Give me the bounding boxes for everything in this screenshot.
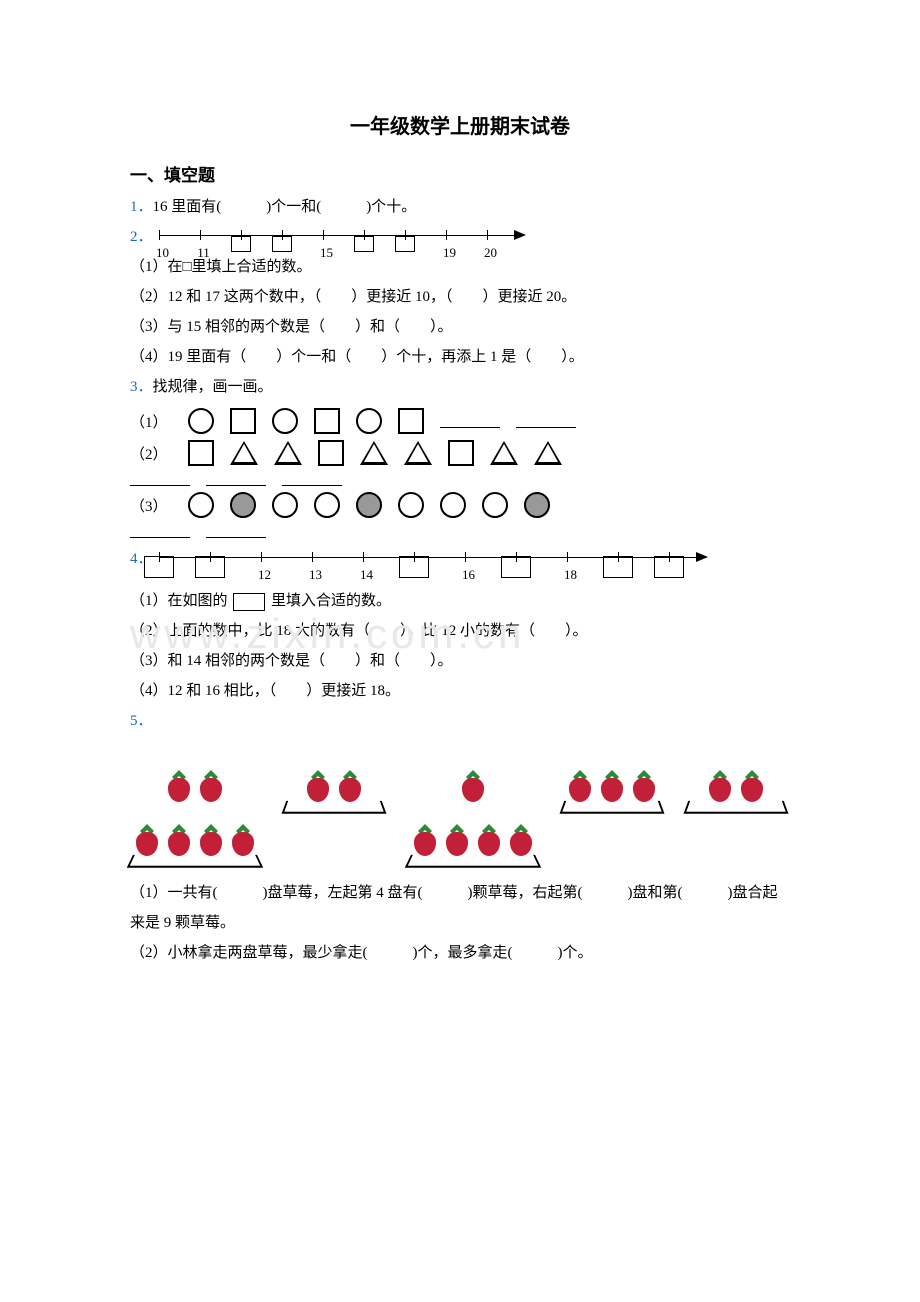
blank-slot[interactable]: [206, 524, 266, 538]
strawberry-icon: [443, 824, 471, 858]
q3-row-2: （2）: [130, 440, 790, 466]
q4-p3: （3）和 14 相邻的两个数是（ ）和（ ）。: [130, 646, 790, 676]
strawberry-icon: [165, 824, 193, 858]
q2-p2: （2）12 和 17 这两个数中，（ ）更接近 10，（ ）更接近 20。: [130, 282, 790, 312]
triangle-icon: [360, 441, 388, 465]
q4-p2: （2）上面的数中，比 18 大的数有（ ），比 12 小的数有（ ）。: [130, 616, 790, 646]
blank-slot[interactable]: [440, 414, 500, 428]
question-3: 3．找规律，画一画。: [130, 372, 790, 402]
triangle-icon: [534, 441, 562, 465]
q5-number: 5．: [130, 713, 153, 729]
inline-box[interactable]: [233, 593, 265, 611]
question-1: 1．16 里面有( )个一和( )个十。: [130, 192, 790, 222]
blank-slot[interactable]: [282, 472, 342, 486]
section-1-header: 一、填空题: [130, 161, 790, 186]
page-title: 一年级数学上册期末试卷: [130, 110, 790, 139]
q2-p3: （3）与 15 相邻的两个数是（ ）和（ ）。: [130, 312, 790, 342]
question-4: 4． 1213141618: [130, 544, 790, 574]
circle-icon: [440, 492, 466, 518]
square-icon: [448, 440, 474, 466]
circle-icon: [188, 492, 214, 518]
q5-p2: （2）小林拿走两盘草莓，最少拿走( )个，最多拿走( )个。: [130, 938, 790, 968]
q3-text: 找规律，画一画。: [153, 379, 273, 395]
q4-numberline: 1213141618: [159, 552, 708, 562]
strawberry-icon: [738, 770, 766, 804]
q2-numberline: 1011151920: [159, 230, 526, 240]
q1-text: 16 里面有( )个一和( )个十。: [153, 199, 417, 215]
strawberry-icon: [630, 770, 658, 804]
triangle-icon: [404, 441, 432, 465]
q3-sub2: （2）: [130, 443, 168, 464]
circle-icon: [482, 492, 508, 518]
q5-plates: [130, 744, 910, 868]
q4-p1b: 里填入合适的数。: [271, 593, 391, 609]
plate: [130, 744, 260, 868]
q3-row-3-blanks: [130, 524, 790, 538]
blank-slot[interactable]: [516, 414, 576, 428]
square-icon: [314, 408, 340, 434]
q3-row-2-blanks: [130, 472, 790, 486]
q4-p4: （4）12 和 16 相比，（ ）更接近 18。: [130, 676, 790, 706]
strawberry-icon: [598, 770, 626, 804]
q3-row-1: （1）: [130, 408, 790, 434]
triangle-icon: [230, 441, 258, 465]
circle-filled-icon: [356, 492, 382, 518]
strawberry-icon: [197, 824, 225, 858]
q3-row-3: （3）: [130, 492, 790, 518]
square-icon: [188, 440, 214, 466]
strawberry-icon: [706, 770, 734, 804]
question-5: 5．: [130, 706, 790, 736]
blank-slot[interactable]: [130, 524, 190, 538]
q5-p1: （1）一共有( )盘草莓，左起第 4 盘有( )颗草莓，右起第( )盘和第( )…: [130, 878, 790, 938]
strawberry-icon: [165, 770, 193, 804]
triangle-icon: [490, 441, 518, 465]
q1-number: 1．: [130, 199, 153, 215]
question-2: 2． 1011151920: [130, 222, 790, 252]
circle-icon: [272, 492, 298, 518]
q4-p1: （1）在如图的 里填入合适的数。: [130, 586, 790, 616]
q3-sub3: （3）: [130, 495, 168, 516]
circle-filled-icon: [230, 492, 256, 518]
circle-icon: [272, 408, 298, 434]
q3-sub1: （1）: [130, 411, 168, 432]
strawberry-icon: [229, 824, 257, 858]
q2-p4: （4）19 里面有（ ）个一和（ ）个十，再添上 1 是（ ）。: [130, 342, 790, 372]
triangle-icon: [274, 441, 302, 465]
strawberry-icon: [459, 770, 487, 804]
circle-filled-icon: [524, 492, 550, 518]
plate: [686, 744, 786, 868]
plate: [408, 744, 538, 868]
plate: [284, 744, 384, 868]
square-icon: [230, 408, 256, 434]
square-icon: [398, 408, 424, 434]
blank-slot[interactable]: [206, 472, 266, 486]
q4-p1a: （1）在如图的: [130, 593, 228, 609]
square-icon: [318, 440, 344, 466]
strawberry-icon: [411, 824, 439, 858]
strawberry-icon: [566, 770, 594, 804]
circle-icon: [314, 492, 340, 518]
strawberry-icon: [336, 770, 364, 804]
blank-slot[interactable]: [130, 472, 190, 486]
circle-icon: [356, 408, 382, 434]
q3-number: 3．: [130, 379, 153, 395]
strawberry-icon: [197, 770, 225, 804]
q2-number: 2．: [130, 222, 153, 252]
strawberry-icon: [475, 824, 503, 858]
strawberry-icon: [304, 770, 332, 804]
plate: [562, 744, 662, 868]
strawberry-icon: [133, 824, 161, 858]
circle-icon: [188, 408, 214, 434]
strawberry-icon: [507, 824, 535, 858]
circle-icon: [398, 492, 424, 518]
